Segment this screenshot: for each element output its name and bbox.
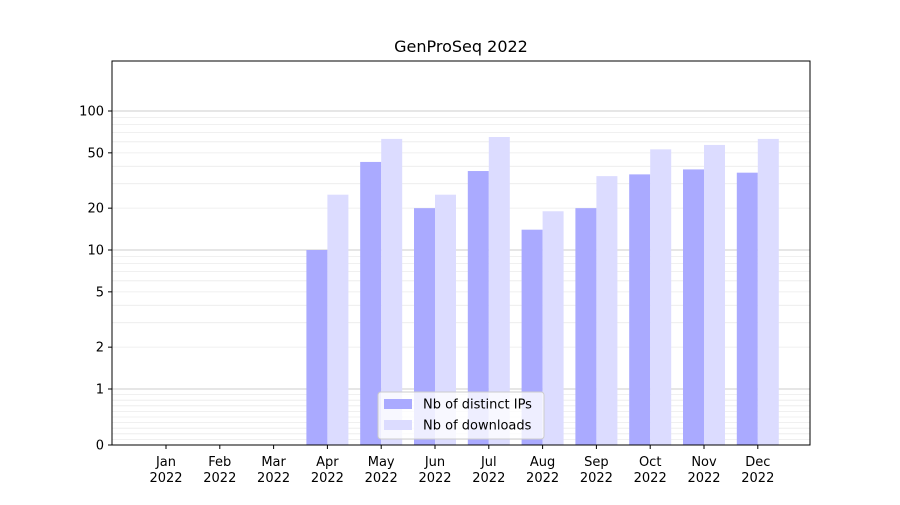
x-tick-label-month: Nov: [691, 455, 717, 470]
bar-ips-dec: [736, 172, 758, 445]
legend-swatch: [384, 399, 412, 409]
bar-downloads-may: [381, 138, 403, 445]
x-tick-label-year: 2022: [580, 471, 613, 486]
bar-downloads-oct: [650, 149, 672, 445]
x-tick-label-month: Dec: [745, 455, 770, 470]
x-tick-label-year: 2022: [365, 471, 398, 486]
legend-label: Nb of downloads: [423, 419, 532, 434]
y-tick-label: 10: [87, 244, 104, 259]
y-tick-label: 100: [79, 105, 104, 120]
x-tick-label-year: 2022: [472, 471, 505, 486]
chart-title: GenProSeq 2022: [394, 37, 528, 56]
bar-downloads-nov: [704, 144, 725, 445]
plot-frame: [111, 60, 811, 446]
bars: [306, 137, 779, 446]
y-axis-ticks: 0 1 2 5 10 20 50 100: [79, 105, 112, 454]
legend-box: [377, 391, 545, 440]
x-axis-ticks: Jan2022Feb2022Mar2022Apr2022May2022Jun20…: [149, 445, 774, 486]
y-tick-label: 0: [96, 439, 104, 454]
x-tick-label-year: 2022: [526, 471, 559, 486]
bar-downloads-apr: [327, 194, 349, 445]
bar-ips-jul: [467, 171, 489, 445]
bar-downloads-jul: [488, 137, 510, 445]
y-tick-label: 20: [87, 202, 104, 217]
legend: Nb of distinct IPs Nb of downloads: [377, 391, 545, 440]
bar-downloads-sep: [596, 176, 618, 445]
bar-downloads-jun: [435, 194, 456, 445]
legend-label: Nb of distinct IPs: [423, 398, 532, 413]
x-tick-label-year: 2022: [203, 471, 236, 486]
legend-swatch: [384, 420, 412, 430]
bar-ips-nov: [683, 169, 704, 445]
x-tick-label-month: Mar: [261, 455, 286, 470]
x-tick-label-month: Aug: [530, 455, 555, 470]
x-tick-label-month: Jul: [480, 455, 497, 470]
x-tick-label-year: 2022: [687, 471, 720, 486]
x-tick-label-month: Jan: [155, 455, 176, 470]
bar-ips-oct: [629, 174, 651, 445]
x-tick-label-month: May: [368, 455, 395, 470]
x-tick-label-month: Oct: [639, 455, 661, 470]
bar-ips-aug: [521, 229, 543, 445]
bar-ips-jun: [414, 208, 435, 445]
bar-ips-sep: [575, 208, 597, 445]
x-tick-label-year: 2022: [741, 471, 774, 486]
bar-ips-may: [360, 161, 382, 446]
x-tick-label-year: 2022: [418, 471, 451, 486]
x-tick-label-month: Jun: [424, 455, 445, 470]
x-tick-label-year: 2022: [149, 471, 182, 486]
y-tick-label: 50: [87, 146, 104, 161]
bar-downloads-aug: [542, 211, 564, 445]
x-tick-label-month: Apr: [316, 455, 339, 470]
y-tick-label: 1: [96, 383, 104, 398]
bar-ips-apr: [306, 250, 328, 445]
x-tick-label-month: Sep: [584, 455, 609, 470]
y-tick-label: 2: [96, 341, 104, 356]
x-tick-label-year: 2022: [311, 471, 344, 486]
bar-downloads-dec: [757, 138, 779, 445]
x-tick-label-month: Feb: [208, 455, 231, 470]
y-tick-label: 5: [96, 285, 104, 300]
x-tick-label-year: 2022: [634, 471, 667, 486]
x-tick-label-year: 2022: [257, 471, 290, 486]
